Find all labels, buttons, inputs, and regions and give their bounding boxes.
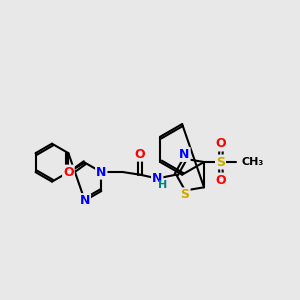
Text: O: O (134, 148, 145, 160)
Text: N: N (152, 172, 162, 185)
Text: N: N (96, 166, 106, 178)
Text: H: H (158, 180, 167, 190)
Text: CH₃: CH₃ (242, 157, 264, 167)
Text: O: O (216, 173, 226, 187)
Text: N: N (80, 194, 90, 207)
Text: S: S (216, 155, 225, 169)
Text: O: O (63, 166, 74, 178)
Text: O: O (216, 137, 226, 151)
Text: N: N (179, 148, 190, 161)
Text: S: S (181, 188, 190, 201)
